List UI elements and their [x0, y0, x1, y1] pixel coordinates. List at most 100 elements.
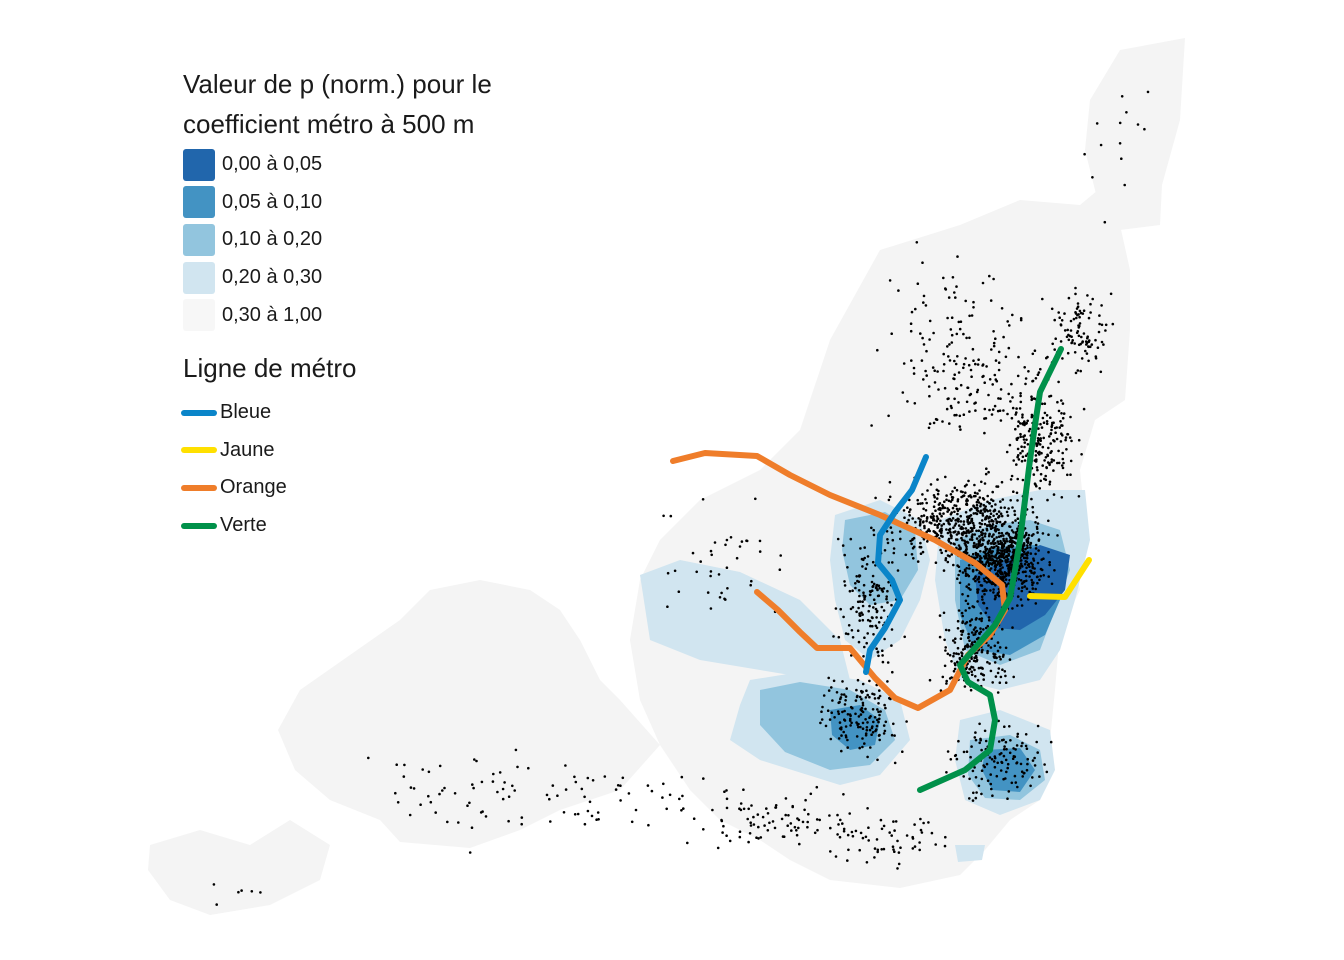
observation-point — [1054, 431, 1057, 435]
observation-point — [595, 818, 598, 821]
observation-point — [975, 659, 978, 663]
observation-point — [965, 621, 969, 624]
observation-point — [876, 708, 879, 711]
observation-point — [995, 379, 999, 383]
observation-point — [787, 814, 790, 817]
observation-point — [979, 538, 982, 541]
observation-point — [969, 645, 972, 648]
observation-point — [942, 276, 945, 280]
observation-point — [940, 531, 943, 534]
observation-point — [1007, 582, 1010, 585]
observation-point — [965, 547, 968, 551]
observation-point — [1030, 395, 1033, 399]
observation-point — [872, 582, 876, 586]
observation-point — [1015, 744, 1019, 747]
observation-point — [1044, 478, 1048, 482]
observation-point — [1060, 399, 1063, 402]
observation-point — [947, 355, 950, 358]
observation-point — [909, 329, 913, 333]
observation-point — [960, 654, 964, 658]
observation-point — [964, 599, 968, 603]
observation-point — [749, 821, 752, 824]
observation-point — [909, 508, 912, 511]
fill-legend-title: Valeur de p (norm.) pour le coefficient … — [183, 64, 563, 144]
observation-point — [996, 649, 1000, 653]
observation-point — [946, 560, 950, 564]
observation-point — [996, 528, 999, 531]
observation-point — [1003, 725, 1006, 728]
observation-point — [990, 505, 994, 508]
observation-point — [985, 762, 989, 766]
observation-point — [924, 369, 927, 373]
observation-point — [878, 717, 881, 721]
observation-point — [259, 891, 262, 894]
observation-point — [394, 791, 397, 795]
observation-point — [1007, 346, 1011, 350]
observation-point — [878, 586, 881, 590]
fill-legend-label: 0,20 à 0,30 — [222, 266, 323, 289]
observation-point — [935, 519, 939, 523]
observation-point — [973, 668, 976, 672]
observation-point — [1006, 558, 1010, 561]
observation-point — [479, 811, 483, 814]
observation-point — [983, 431, 986, 435]
observation-point — [1043, 459, 1046, 462]
observation-point — [935, 534, 938, 538]
observation-point — [957, 609, 961, 612]
observation-point — [977, 784, 981, 788]
observation-point — [942, 352, 945, 356]
observation-point — [1039, 567, 1043, 571]
observation-point — [749, 583, 752, 587]
observation-point — [972, 628, 976, 631]
observation-point — [815, 785, 819, 789]
observation-point — [419, 803, 422, 806]
observation-point — [1056, 400, 1059, 404]
observation-point — [1007, 574, 1011, 577]
line-legend-label: Verte — [220, 514, 267, 537]
observation-point — [1100, 340, 1104, 344]
observation-point — [864, 734, 868, 737]
observation-point — [739, 802, 743, 805]
observation-point — [944, 649, 947, 652]
observation-point — [952, 654, 955, 658]
observation-point — [747, 807, 750, 811]
observation-point — [959, 637, 963, 640]
observation-point — [876, 594, 880, 598]
observation-point — [875, 838, 879, 841]
observation-point — [959, 320, 963, 324]
observation-point — [960, 633, 963, 636]
observation-point — [1074, 371, 1078, 375]
observation-point — [957, 371, 961, 374]
observation-point — [851, 606, 855, 609]
observation-point — [905, 834, 909, 837]
observation-point — [1030, 561, 1033, 565]
observation-point — [879, 818, 883, 822]
observation-point — [874, 729, 877, 733]
observation-point — [1074, 286, 1077, 290]
observation-point — [846, 713, 850, 716]
observation-point — [988, 520, 991, 523]
observation-point — [491, 780, 495, 783]
observation-point — [1016, 424, 1020, 428]
observation-point — [1036, 724, 1040, 728]
observation-point — [961, 620, 965, 623]
observation-point — [1047, 519, 1050, 523]
observation-point — [950, 341, 954, 344]
observation-point — [876, 650, 880, 654]
observation-point — [861, 721, 865, 725]
observation-point — [983, 417, 986, 420]
observation-point — [973, 766, 976, 769]
observation-point — [857, 715, 861, 718]
observation-point — [1031, 581, 1034, 584]
observation-point — [755, 836, 758, 839]
observation-point — [972, 300, 975, 304]
observation-point — [1028, 575, 1031, 578]
observation-point — [1050, 307, 1054, 311]
observation-point — [948, 527, 952, 531]
observation-point — [828, 718, 832, 721]
observation-point — [1005, 531, 1009, 535]
observation-point — [978, 496, 982, 499]
observation-point — [843, 719, 847, 722]
observation-point — [973, 736, 977, 739]
observation-point — [861, 682, 865, 686]
